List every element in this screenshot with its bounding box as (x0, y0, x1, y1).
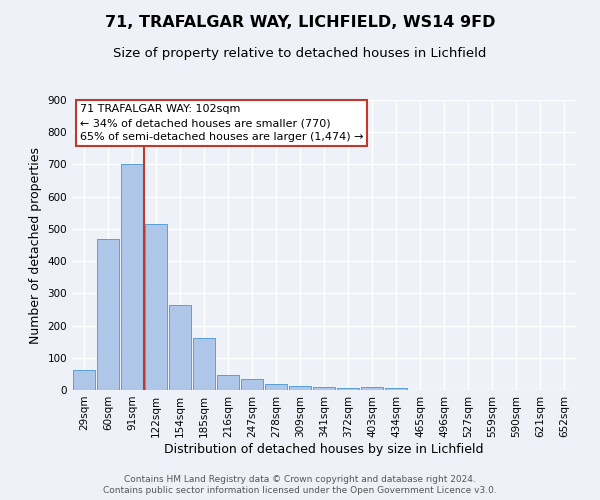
Bar (313, 387, 335, 390)
Bar (361, 388, 383, 390)
Bar (145, 224, 167, 390)
Bar (97, 239, 119, 390)
X-axis label: Distribution of detached houses by size in Lichfield: Distribution of detached houses by size … (164, 442, 484, 456)
Bar (289, 386, 311, 390)
Bar (169, 304, 191, 390)
Text: Size of property relative to detached houses in Lichfield: Size of property relative to detached ho… (113, 48, 487, 60)
Text: 71, TRAFALGAR WAY, LICHFIELD, WS14 9FD: 71, TRAFALGAR WAY, LICHFIELD, WS14 9FD (105, 15, 495, 30)
Bar (265, 384, 287, 390)
Y-axis label: Number of detached properties: Number of detached properties (29, 146, 42, 344)
Text: Contains public sector information licensed under the Open Government Licence v3: Contains public sector information licen… (103, 486, 497, 495)
Bar (121, 164, 143, 390)
Text: Contains HM Land Registry data © Crown copyright and database right 2024.: Contains HM Land Registry data © Crown c… (124, 475, 476, 484)
Bar (217, 374, 239, 390)
Text: 71 TRAFALGAR WAY: 102sqm
← 34% of detached houses are smaller (770)
65% of semi-: 71 TRAFALGAR WAY: 102sqm ← 34% of detach… (80, 104, 363, 142)
Bar (337, 388, 359, 390)
Bar (241, 378, 263, 390)
Bar (385, 388, 407, 390)
Bar (193, 338, 215, 390)
Bar (73, 370, 95, 390)
